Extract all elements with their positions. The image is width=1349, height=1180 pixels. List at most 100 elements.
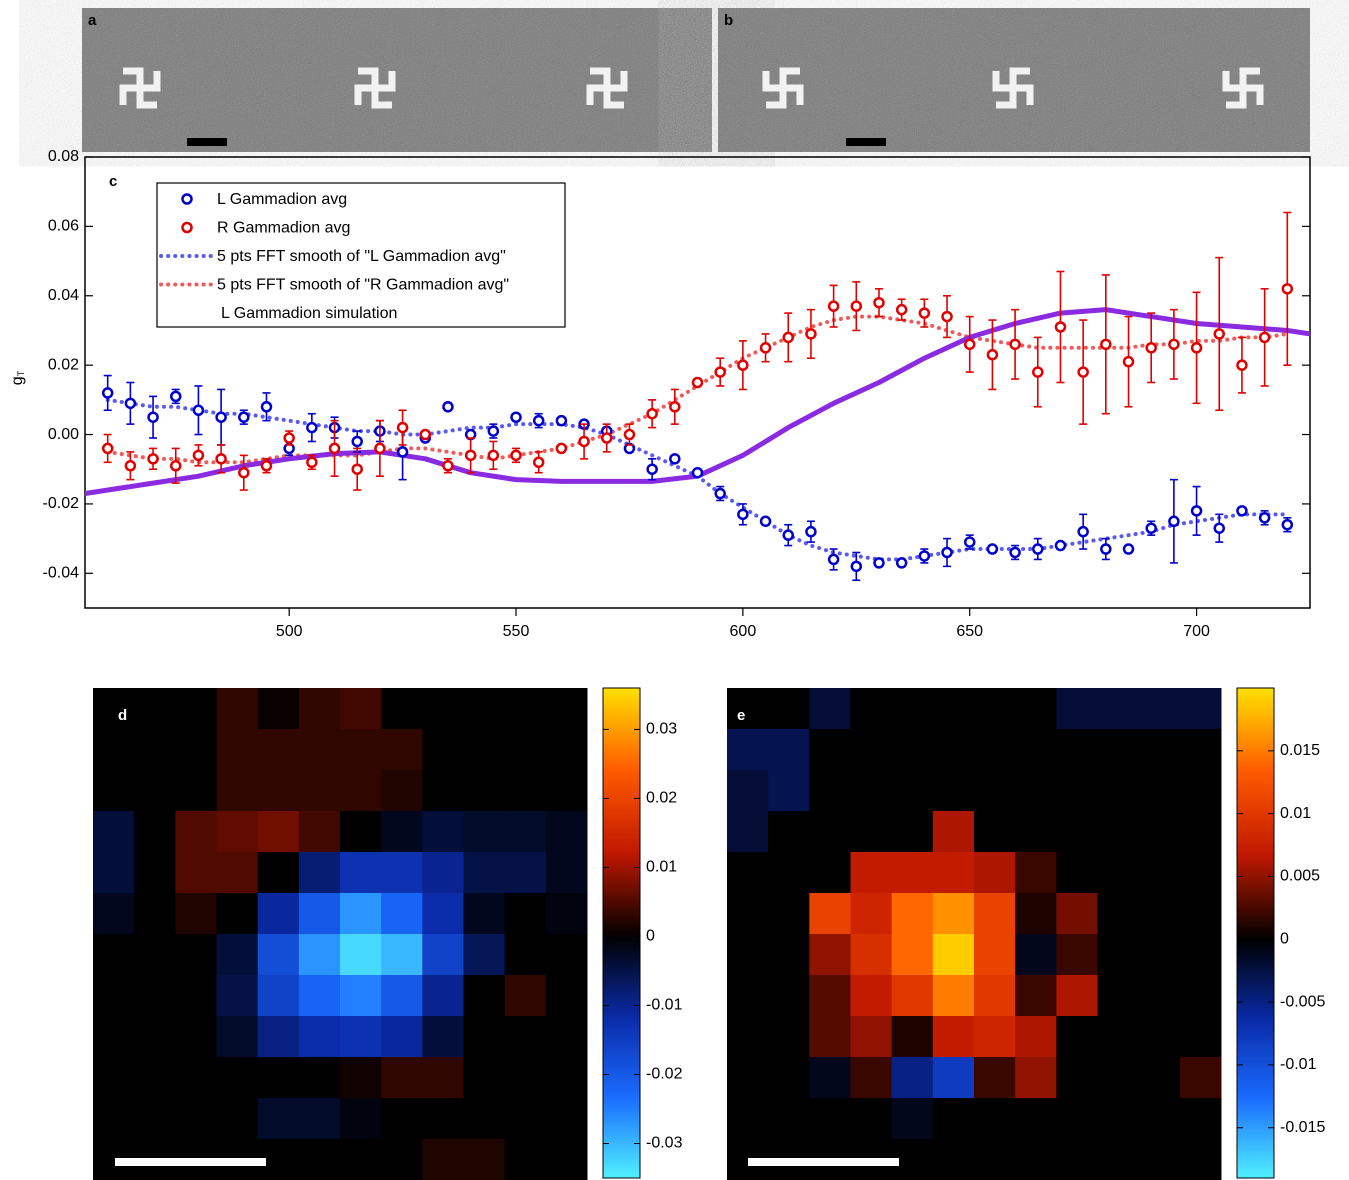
heatmap-cell: [1180, 729, 1222, 771]
sem-image-b: b: [718, 8, 1310, 152]
heatmap-cell: [175, 975, 217, 1017]
heatmap-cell: [258, 893, 300, 935]
heatmap-cell: [1015, 1057, 1057, 1099]
heatmap-cell: [1098, 811, 1140, 853]
heatmap-cell: [1056, 934, 1098, 976]
heatmap-cell: [892, 811, 934, 853]
x-tick-label: 650: [956, 623, 983, 640]
heatmap-cell: [299, 1016, 341, 1058]
heatmap-cell: [505, 811, 547, 853]
heatmap-cell: [892, 1098, 934, 1140]
heatmap-cell: [464, 811, 506, 853]
heatmap-cell: [727, 975, 769, 1017]
heatmap-cell: [974, 893, 1016, 935]
heatmap-cell: [93, 770, 135, 812]
heatmap-cell: [134, 852, 176, 894]
data-point: [217, 413, 226, 422]
data-point: [1056, 541, 1065, 550]
sem-image-a: a: [82, 8, 712, 152]
data-point: [965, 340, 974, 349]
heatmap-cell: [175, 893, 217, 935]
x-tick-label: 600: [730, 623, 757, 640]
heatmap-cell: [809, 1098, 851, 1140]
data-point: [489, 427, 498, 436]
data-point: [1124, 545, 1133, 554]
heatmap-cell: [851, 934, 893, 976]
heatmap-cell: [258, 688, 300, 730]
heatmap-cell: [851, 1016, 893, 1058]
heatmap-cell: [1180, 1057, 1222, 1099]
data-point: [1260, 333, 1269, 342]
data-point: [443, 461, 452, 470]
heatmap-cell: [1098, 770, 1140, 812]
heatmap-cell: [851, 975, 893, 1017]
heatmap-cell: [381, 893, 423, 935]
heatmap-cell: [1098, 729, 1140, 771]
heatmap-cell: [422, 729, 464, 771]
heatmap-cell: [381, 934, 423, 976]
heatmap-cell: [381, 1098, 423, 1140]
data-point: [171, 461, 180, 470]
heatmap-cell: [299, 934, 341, 976]
heatmap-cell: [258, 770, 300, 812]
heatmap-cell: [381, 688, 423, 730]
heatmap-cell: [546, 893, 588, 935]
figure: a b -0.04-0.020.000.020.040.060.08500550…: [0, 0, 1349, 1180]
heatmap-cell: [505, 688, 547, 730]
heatmap-cell: [809, 811, 851, 853]
heatmap-cell: [1098, 1057, 1140, 1099]
heatmap-cell: [809, 852, 851, 894]
heatmap-cell: [851, 1057, 893, 1099]
heatmap-cell: [258, 1098, 300, 1140]
legend-marker: [183, 223, 192, 232]
data-point: [512, 413, 521, 422]
heatmap-cell: [1139, 975, 1181, 1017]
data-point: [126, 461, 135, 470]
data-point: [1169, 517, 1178, 526]
heatmap-cell: [422, 770, 464, 812]
heatmap-cell: [299, 770, 341, 812]
heatmap-cell: [892, 975, 934, 1017]
data-point: [1283, 284, 1292, 293]
y-tick-label: -0.04: [43, 565, 80, 582]
heatmap-cell: [546, 1057, 588, 1099]
heatmap-cell: [299, 852, 341, 894]
heatmap-cell: [505, 852, 547, 894]
data-point: [806, 527, 815, 536]
data-point: [1192, 506, 1201, 515]
data-point: [738, 510, 747, 519]
panel-label: d: [118, 707, 127, 724]
heatmap-cell: [768, 1098, 810, 1140]
heatmap-cell: [1015, 975, 1057, 1017]
heatmap-cell: [1139, 770, 1181, 812]
heatmap-cell: [93, 852, 135, 894]
heatmap-cell: [1098, 1139, 1140, 1180]
heatmap-cell: [768, 1016, 810, 1058]
heatmap-cell: [422, 1098, 464, 1140]
heatmap-cell: [134, 688, 176, 730]
heatmap-cell: [1180, 893, 1222, 935]
heatmap-cell: [892, 1016, 934, 1058]
heatmap-cell: [464, 688, 506, 730]
heatmap-cell: [175, 811, 217, 853]
heatmap-cell: [933, 688, 975, 730]
heatmap-cell: [464, 934, 506, 976]
panel-label: c: [109, 173, 117, 190]
heatmap-cell: [464, 1098, 506, 1140]
data-point: [398, 423, 407, 432]
heatmap-cell: [258, 811, 300, 853]
heatmap-cell: [340, 1016, 382, 1058]
heatmap-cell: [1056, 1057, 1098, 1099]
colorbar-tick-label: -0.005: [1280, 993, 1325, 1010]
data-point: [1169, 340, 1178, 349]
data-point: [489, 451, 498, 460]
heatmap-cell: [1139, 1057, 1181, 1099]
heatmap-cell: [134, 1016, 176, 1058]
data-point: [897, 558, 906, 567]
heatmap-cell: [546, 852, 588, 894]
heatmap-cell: [1180, 1098, 1222, 1140]
heatmap-cell: [93, 1057, 135, 1099]
heatmap-cell: [93, 688, 135, 730]
heatmap-cell: [768, 770, 810, 812]
heatmap-cell: [933, 852, 975, 894]
